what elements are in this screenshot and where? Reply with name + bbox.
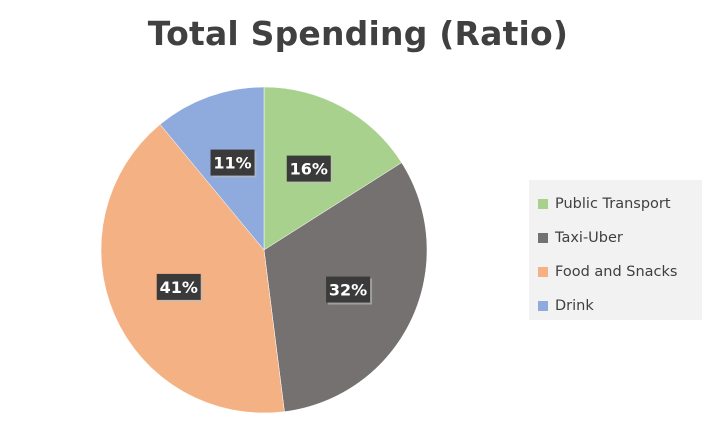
data-label-public-transport: 16% (286, 155, 333, 184)
legend-item-public-transport: Public Transport (538, 187, 702, 221)
data-label-box (156, 273, 201, 300)
legend-swatch (538, 233, 548, 243)
chart-legend: Public Transport Taxi-Uber Food and Snac… (529, 180, 702, 320)
data-label-box (326, 276, 371, 303)
legend-swatch (538, 199, 548, 209)
legend-swatch (538, 301, 548, 311)
data-label-text: 11% (213, 154, 251, 173)
pie-slice-food-and-snacks (100, 124, 285, 414)
legend-label: Drink (555, 298, 594, 314)
pie-data-labels: 16% 32% 41% 11% (156, 149, 373, 305)
legend-item-food-and-snacks: Food and Snacks (538, 255, 702, 289)
data-label-box (286, 155, 331, 182)
data-label-text: 41% (160, 278, 198, 297)
pie-slices (100, 86, 428, 414)
data-label-drink: 11% (210, 149, 257, 178)
data-label-box (210, 149, 255, 176)
data-label-taxi-uber: 32% (326, 276, 373, 305)
data-label-food-and-snacks: 41% (156, 273, 203, 302)
legend-label: Food and Snacks (555, 264, 678, 280)
legend-label: Public Transport (555, 196, 671, 212)
legend-item-drink: Drink (538, 289, 702, 323)
legend-label: Taxi-Uber (555, 230, 623, 246)
pie-slice-public-transport (263, 86, 402, 251)
data-label-text: 16% (290, 160, 328, 179)
legend-item-taxi-uber: Taxi-Uber (538, 221, 702, 255)
legend-swatch (538, 267, 548, 277)
chart-title: Total Spending (Ratio) (147, 14, 569, 53)
data-label-text: 32% (329, 281, 367, 300)
